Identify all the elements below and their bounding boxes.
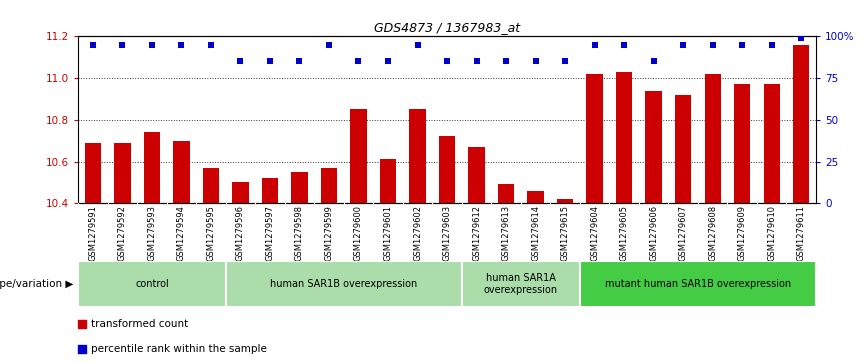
Text: percentile rank within the sample: percentile rank within the sample — [91, 344, 266, 354]
Text: GSM1279592: GSM1279592 — [118, 205, 127, 261]
Text: GSM1279611: GSM1279611 — [797, 205, 806, 261]
Point — [794, 35, 808, 41]
Text: control: control — [135, 279, 168, 289]
Text: GSM1279609: GSM1279609 — [738, 205, 746, 261]
Point — [293, 58, 306, 64]
Bar — [734, 84, 750, 203]
Bar — [616, 72, 632, 203]
Point — [75, 321, 89, 327]
Text: GSM1279614: GSM1279614 — [531, 205, 540, 261]
Text: GSM1279610: GSM1279610 — [767, 205, 776, 261]
Text: GSM1279613: GSM1279613 — [502, 205, 510, 261]
Bar — [764, 84, 779, 203]
Point — [204, 42, 218, 48]
Bar — [233, 183, 248, 203]
Bar — [203, 168, 219, 203]
Bar — [498, 184, 514, 203]
Text: GSM1279606: GSM1279606 — [649, 205, 658, 261]
Point — [145, 42, 159, 48]
Bar — [226, 261, 462, 307]
Text: GSM1279597: GSM1279597 — [266, 205, 274, 261]
Bar — [85, 143, 101, 203]
Point — [499, 58, 513, 64]
Point — [352, 58, 365, 64]
Text: GSM1279612: GSM1279612 — [472, 205, 481, 261]
Text: GSM1279603: GSM1279603 — [443, 205, 451, 261]
Bar — [675, 95, 691, 203]
Point — [411, 42, 424, 48]
Bar — [557, 199, 573, 203]
Text: GSM1279591: GSM1279591 — [89, 205, 97, 261]
Point — [765, 42, 779, 48]
Text: GSM1279595: GSM1279595 — [207, 205, 215, 261]
Text: GSM1279601: GSM1279601 — [384, 205, 392, 261]
Bar — [705, 74, 720, 203]
Text: GSM1279615: GSM1279615 — [561, 205, 569, 261]
Text: GSM1279605: GSM1279605 — [620, 205, 628, 261]
Point — [676, 42, 690, 48]
Bar — [380, 159, 396, 203]
Text: human SAR1A
overexpression: human SAR1A overexpression — [483, 273, 558, 295]
Point — [617, 42, 631, 48]
Point — [470, 58, 483, 64]
Text: GSM1279604: GSM1279604 — [590, 205, 599, 261]
Point — [558, 58, 572, 64]
Point — [735, 42, 749, 48]
Point — [381, 58, 395, 64]
Bar — [262, 178, 278, 203]
Point — [706, 42, 720, 48]
Text: GSM1279594: GSM1279594 — [177, 205, 186, 261]
Bar — [462, 261, 580, 307]
Bar — [439, 136, 455, 203]
Text: GSM1279593: GSM1279593 — [148, 205, 156, 261]
Point — [115, 42, 129, 48]
Text: GSM1279602: GSM1279602 — [413, 205, 422, 261]
Point — [440, 58, 454, 64]
Bar — [410, 109, 425, 203]
Bar — [144, 132, 160, 203]
Point — [647, 58, 661, 64]
Text: mutant human SAR1B overexpression: mutant human SAR1B overexpression — [605, 279, 791, 289]
Point — [529, 58, 542, 64]
Text: GSM1279598: GSM1279598 — [295, 205, 304, 261]
Text: human SAR1B overexpression: human SAR1B overexpression — [270, 279, 418, 289]
Bar — [78, 261, 226, 307]
Text: GSM1279607: GSM1279607 — [679, 205, 687, 261]
Bar — [587, 74, 602, 203]
Point — [263, 58, 277, 64]
Bar — [646, 90, 661, 203]
Bar — [469, 147, 484, 203]
Text: GSM1279596: GSM1279596 — [236, 205, 245, 261]
Point — [174, 42, 188, 48]
Bar — [793, 45, 809, 203]
Point — [322, 42, 336, 48]
Bar — [292, 172, 307, 203]
Text: transformed count: transformed count — [91, 319, 188, 329]
Bar — [528, 191, 543, 203]
Point — [86, 42, 100, 48]
Point — [75, 346, 89, 351]
Title: GDS4873 / 1367983_at: GDS4873 / 1367983_at — [374, 21, 520, 34]
Text: GSM1279599: GSM1279599 — [325, 205, 333, 261]
Text: GSM1279608: GSM1279608 — [708, 205, 717, 261]
Bar — [115, 143, 130, 203]
Point — [588, 42, 602, 48]
Bar — [321, 168, 337, 203]
Bar — [580, 261, 816, 307]
Bar — [174, 141, 189, 203]
Text: genotype/variation ▶: genotype/variation ▶ — [0, 279, 74, 289]
Text: GSM1279600: GSM1279600 — [354, 205, 363, 261]
Bar — [351, 109, 366, 203]
Point — [233, 58, 247, 64]
